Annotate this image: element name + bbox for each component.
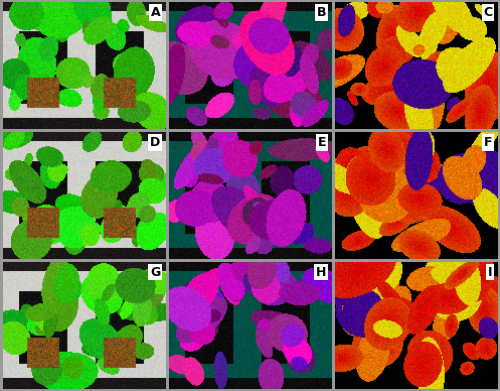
Text: E: E (318, 136, 326, 149)
Text: C: C (484, 6, 492, 19)
Text: H: H (316, 265, 326, 278)
Text: I: I (488, 265, 492, 278)
Text: G: G (150, 265, 160, 278)
Text: B: B (317, 6, 326, 19)
Text: F: F (484, 136, 492, 149)
Text: D: D (150, 136, 160, 149)
Text: A: A (151, 6, 160, 19)
